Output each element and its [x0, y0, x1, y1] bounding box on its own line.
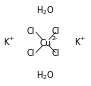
Text: +: + — [9, 36, 14, 41]
Text: K: K — [74, 38, 80, 47]
Text: Cl: Cl — [52, 49, 60, 58]
Text: Cl: Cl — [52, 27, 60, 36]
Text: Cl: Cl — [27, 49, 35, 58]
Text: H$_2$O: H$_2$O — [36, 69, 55, 82]
Text: 2-: 2- — [52, 36, 58, 41]
Text: +: + — [79, 36, 85, 41]
Text: Cu: Cu — [39, 39, 52, 47]
Text: K: K — [4, 38, 9, 47]
Text: Cl: Cl — [27, 27, 35, 36]
Text: H$_2$O: H$_2$O — [36, 4, 55, 17]
